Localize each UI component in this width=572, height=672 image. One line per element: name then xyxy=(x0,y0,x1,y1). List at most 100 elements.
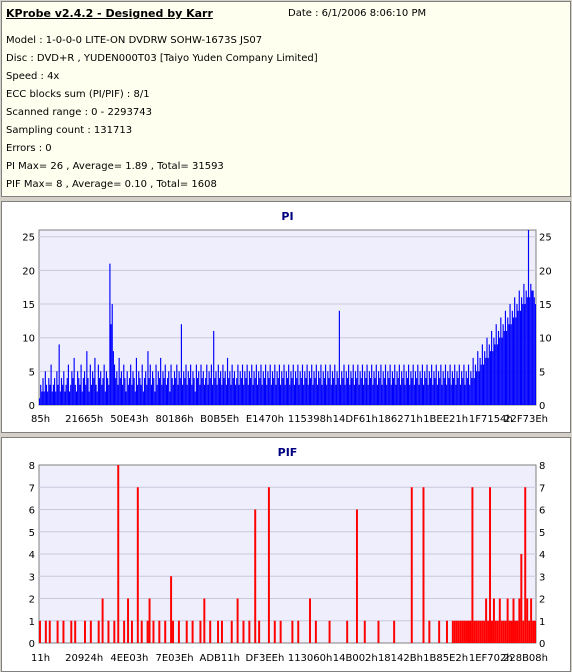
pi-bar xyxy=(404,384,406,405)
pi-bar xyxy=(301,364,304,405)
pif-bar xyxy=(279,620,282,643)
pi-bar xyxy=(356,378,358,405)
pif-bar xyxy=(297,620,300,643)
pif-xtick: ADB11h xyxy=(199,653,239,664)
pif-bar xyxy=(491,620,493,643)
pi-bar xyxy=(235,384,237,405)
pi-bar xyxy=(523,283,525,405)
pi-bar xyxy=(80,364,82,405)
pi-bar xyxy=(58,344,60,405)
pi-bar xyxy=(386,384,388,405)
pi-bar xyxy=(220,371,222,405)
pi-bar xyxy=(405,371,407,405)
pi-bar xyxy=(320,364,322,405)
pi-bar xyxy=(273,378,275,405)
pi-xtick: 14DF61h xyxy=(333,414,378,425)
pi-bar xyxy=(480,364,482,405)
pi-bar xyxy=(83,371,86,405)
pi-bar xyxy=(190,364,192,405)
pi-bar xyxy=(361,364,364,405)
pif-bar xyxy=(136,487,139,643)
pi-bar xyxy=(64,391,66,405)
pi-bar xyxy=(184,378,186,405)
pi-bar xyxy=(191,384,193,405)
pi-bar xyxy=(434,378,436,405)
pif-bar xyxy=(248,620,251,643)
info-panel: KProbe v2.4.2 - Designed by Karr Date : … xyxy=(1,1,571,197)
pif-chart-panel: PIF 0 0 1 1 2 2 3 3 4 4 5 5 6 6 7 7 8 8 11h 20924h 4EE03h 7E03… xyxy=(1,437,571,672)
pi-bar xyxy=(492,351,494,405)
pi-bar xyxy=(122,384,124,405)
pi-bar xyxy=(371,364,373,405)
pi-bar xyxy=(134,391,136,405)
pif-bar xyxy=(152,620,155,643)
pif-bar xyxy=(89,620,92,643)
pi-bar xyxy=(289,384,291,405)
pi-bar xyxy=(461,371,463,405)
pif-bar xyxy=(62,620,65,643)
pi-bar xyxy=(390,384,392,405)
pi-bar xyxy=(358,384,360,405)
pi-bar xyxy=(345,371,347,405)
pif-xtick: 14B002h xyxy=(333,653,378,664)
pi-bar xyxy=(70,384,72,405)
pi-bar xyxy=(113,364,116,405)
pif-ytick-right: 1 xyxy=(539,617,545,628)
disc-line: Disc : DVD+R , YUDEN000T03 [Taiyo Yuden … xyxy=(6,53,318,64)
pi-bar xyxy=(452,378,455,405)
pi-bar xyxy=(314,378,316,405)
pif-bar xyxy=(467,620,470,643)
pif-ytick-right: 5 xyxy=(539,528,545,539)
pi-bar xyxy=(74,384,76,405)
pi-bar xyxy=(285,371,287,405)
pi-bar xyxy=(148,378,150,405)
pi-bar xyxy=(388,378,390,405)
pi-bar xyxy=(97,364,99,405)
pif-bar xyxy=(485,598,488,643)
pi-bar xyxy=(66,378,68,405)
pif-bar xyxy=(267,487,270,643)
pi-ytick-right: 25 xyxy=(539,233,552,244)
pi-bar xyxy=(116,371,118,405)
pif-ytick-right: 3 xyxy=(539,572,545,583)
pi-bar xyxy=(88,391,90,405)
pi-bar xyxy=(202,371,204,405)
pi-bar xyxy=(255,364,257,405)
pi-xtick: 1BEE21h xyxy=(423,414,468,425)
pi-bar xyxy=(96,391,98,405)
pi-bar xyxy=(330,384,332,405)
pi-bar xyxy=(394,364,396,405)
pi-bar xyxy=(343,364,345,405)
pi-bar xyxy=(379,378,381,405)
pif-bar xyxy=(185,620,188,643)
pi-ytick-left: 20 xyxy=(22,266,35,277)
pi-bar xyxy=(352,364,354,405)
pi-bar xyxy=(71,371,73,405)
pi-bar xyxy=(324,364,327,405)
pi-bar xyxy=(348,364,350,405)
pi-bar xyxy=(68,391,71,405)
pi-bar xyxy=(435,364,437,405)
pi-bar xyxy=(131,384,133,405)
pi-bar xyxy=(126,371,128,405)
pi-bar xyxy=(85,384,87,405)
pif-bar xyxy=(355,509,358,643)
pi-bar xyxy=(427,384,429,405)
pi-bar xyxy=(40,384,42,405)
pi-bar xyxy=(82,378,84,405)
pi-bar xyxy=(195,364,197,405)
pi-bar xyxy=(143,378,146,405)
pi-bar xyxy=(93,378,95,405)
pif-bar xyxy=(230,620,233,643)
pi-bar xyxy=(43,391,45,405)
pi-bar xyxy=(327,371,329,405)
pi-bar xyxy=(509,304,511,405)
pi-bar xyxy=(171,378,173,405)
pi-bar xyxy=(516,304,518,405)
pi-bar xyxy=(109,263,111,405)
scan-date: Date : 6/1/2006 8:06:10 PM xyxy=(288,8,427,19)
pi-bar xyxy=(514,297,516,405)
pi-bar xyxy=(360,378,362,405)
pi-bar xyxy=(472,357,474,405)
pi-bar xyxy=(67,364,69,405)
